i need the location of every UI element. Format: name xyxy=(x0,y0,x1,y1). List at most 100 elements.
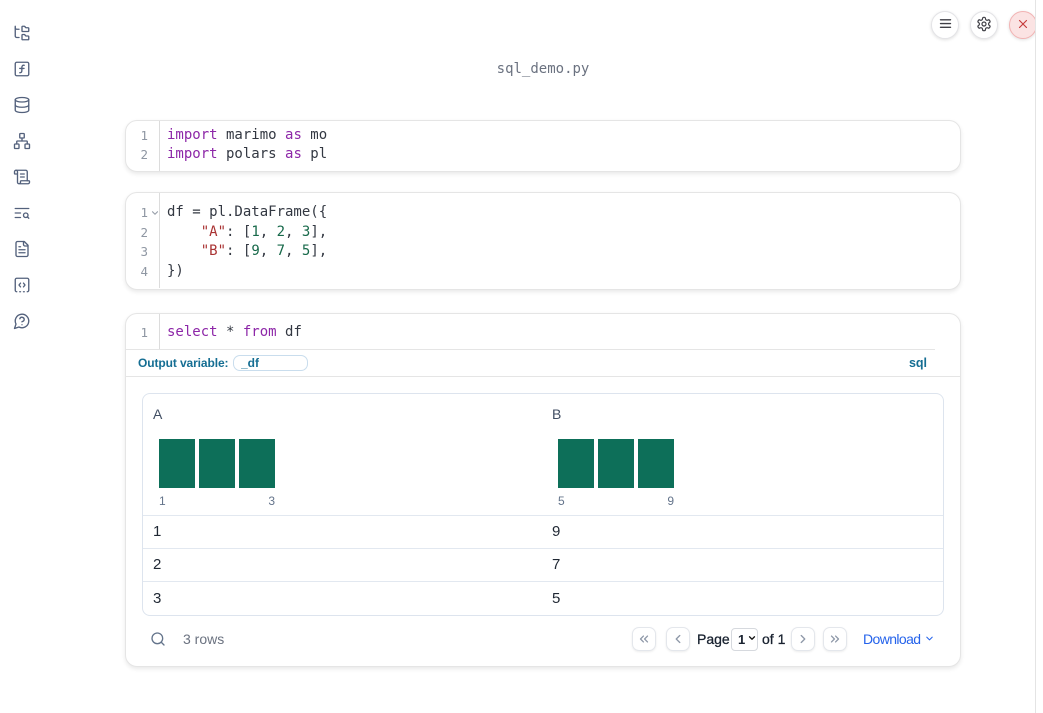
chevrons-left-icon xyxy=(637,632,651,646)
line-number: 3 xyxy=(140,244,148,259)
column-histogram xyxy=(159,439,275,488)
settings-button[interactable] xyxy=(970,11,998,39)
code-line[interactable]: 2 import polars as pl xyxy=(126,145,960,165)
code-cell-imports[interactable]: 1 import marimo as mo 2 import polars as pl xyxy=(125,120,961,172)
sidebar-item-datasources[interactable] xyxy=(13,96,31,114)
table-footer: 3 rows Page 1 of 1 Download xyxy=(142,616,944,668)
notebook-filename[interactable]: sql_demo.py xyxy=(496,61,590,77)
code-cell-dataframe[interactable]: 1 df = pl.DataFrame({2 "A": [1, 2, 3], 3 "… xyxy=(125,192,961,290)
sql-cell[interactable]: 1 select * from df Output variable: sql A… xyxy=(125,313,961,667)
download-button[interactable]: Download xyxy=(863,631,935,648)
page-label: Page xyxy=(697,630,730,647)
gear-icon xyxy=(976,16,992,35)
histogram-bar[interactable] xyxy=(598,439,634,488)
select-caret-icon xyxy=(745,630,757,648)
code-text: "B": [9, 7, 5], xyxy=(200,243,328,259)
sidebar-item-snippets[interactable] xyxy=(13,276,31,294)
notebook-menu-button[interactable] xyxy=(931,11,959,39)
code-line[interactable]: 1 df = pl.DataFrame({ xyxy=(126,203,960,223)
code-line[interactable]: 1 import marimo as mo xyxy=(126,126,960,146)
histogram-bar[interactable] xyxy=(159,439,195,488)
scroll-text-icon xyxy=(13,168,31,186)
column-header-A[interactable]: A 1 3 xyxy=(143,394,542,515)
code-text: select * from df xyxy=(167,324,302,340)
line-number: 1 xyxy=(140,127,148,143)
histogram-max-label: 9 xyxy=(667,494,674,508)
file-text-icon xyxy=(13,240,31,258)
histogram-min-label: 5 xyxy=(558,494,565,508)
folder-tree-icon xyxy=(13,24,31,42)
table-cell: 7 xyxy=(552,556,561,574)
sidebar-item-scratchpad[interactable] xyxy=(13,168,31,186)
editor-divider xyxy=(126,349,935,350)
column-histogram xyxy=(558,439,674,488)
close-x-icon xyxy=(1016,17,1030,34)
code-line[interactable]: 4}) xyxy=(126,262,960,282)
code-text: "A": [1, 2, 3], xyxy=(200,223,328,240)
sidebar-item-logs[interactable] xyxy=(13,204,31,222)
histogram-min-label: 1 xyxy=(159,494,166,508)
square-code-icon xyxy=(13,276,31,294)
fold-chevron-icon[interactable] xyxy=(150,208,160,218)
code-text: import polars as pl xyxy=(167,146,328,162)
histogram-bar[interactable] xyxy=(638,439,674,488)
table-cell: 3 xyxy=(153,589,162,607)
table-cell: 9 xyxy=(552,523,561,541)
code-text: }) xyxy=(167,262,184,279)
last-page-button[interactable] xyxy=(823,626,847,651)
sidebar-item-documentation[interactable] xyxy=(13,240,31,258)
chevron-left-icon xyxy=(671,632,685,646)
menu-icon xyxy=(938,16,953,34)
output-variable-label: Output variable: xyxy=(138,356,229,370)
histogram-max-label: 3 xyxy=(268,494,275,508)
page-select[interactable]: 1 xyxy=(731,627,758,651)
line-number: 2 xyxy=(140,224,148,240)
previous-page-button[interactable] xyxy=(666,626,690,651)
search-icon[interactable] xyxy=(150,631,166,647)
histogram-bar[interactable] xyxy=(558,439,594,488)
language-badge[interactable]: sql xyxy=(908,356,927,370)
first-page-button[interactable] xyxy=(632,626,656,651)
line-number: 2 xyxy=(140,147,148,162)
chevron-right-icon xyxy=(796,632,810,646)
next-page-button[interactable] xyxy=(791,626,815,651)
database-icon xyxy=(13,96,31,114)
page-of-label: of 1 xyxy=(762,630,786,647)
sidebar-item-chat[interactable] xyxy=(13,312,31,330)
code-line[interactable]: 2 "A": [1, 2, 3], xyxy=(126,223,960,243)
network-icon xyxy=(13,132,31,150)
table-cell: 1 xyxy=(153,523,162,541)
code-line[interactable]: 3 "B": [9, 7, 5], xyxy=(126,242,960,262)
helper-sidebar xyxy=(0,0,44,713)
sidebar-item-file-explorer[interactable] xyxy=(13,24,31,42)
line-number: 4 xyxy=(140,263,148,279)
output-variable-bar: Output variable: sql xyxy=(126,350,960,377)
sidebar-item-variables[interactable] xyxy=(13,60,31,78)
column-name: A xyxy=(153,406,163,422)
table-cell: 2 xyxy=(153,556,162,574)
output-variable-input[interactable] xyxy=(233,355,308,371)
code-text: df = pl.DataFrame({ xyxy=(167,204,328,220)
download-label: Download xyxy=(863,630,921,647)
histogram-bar[interactable] xyxy=(239,439,275,488)
function-square-icon xyxy=(13,60,31,78)
table-cell: 5 xyxy=(552,589,561,607)
shutdown-button[interactable] xyxy=(1009,11,1037,39)
sidebar-item-dependencies[interactable] xyxy=(13,132,31,150)
vertical-scrollbar[interactable] xyxy=(1035,0,1043,713)
chevrons-right-icon xyxy=(828,632,842,646)
page-select-value: 1 xyxy=(738,631,746,647)
message-question-icon xyxy=(13,312,31,330)
column-name: B xyxy=(552,406,562,422)
histogram-bar[interactable] xyxy=(199,439,235,488)
code-line[interactable]: 1 select * from df xyxy=(126,323,960,343)
